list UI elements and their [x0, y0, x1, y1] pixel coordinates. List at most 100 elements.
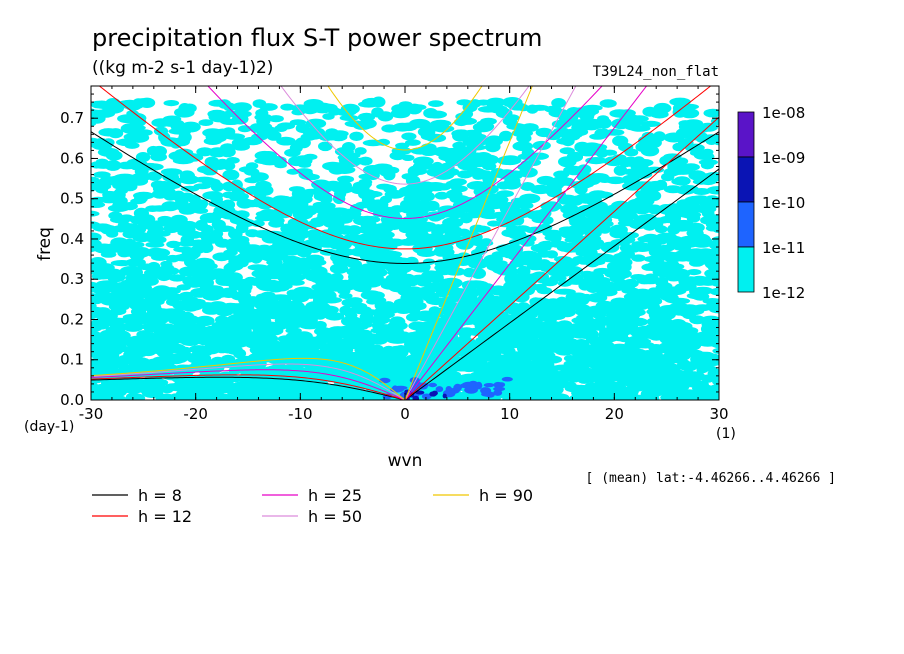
spectrum-cell: [136, 129, 153, 137]
spectrum-cell: [91, 232, 102, 242]
spectrum-cell: [194, 199, 209, 208]
spectrum-cell: [653, 102, 672, 114]
spectrum-cell: [711, 319, 719, 326]
spectrum-cell: [440, 277, 463, 289]
spectrum-cell: [520, 202, 534, 210]
spectrum-cell: [364, 190, 383, 198]
spectrum-cell: [161, 201, 180, 212]
spectrum-cell: [668, 268, 691, 279]
x-tick-label: -10: [288, 405, 313, 423]
spectrum-cell: [305, 118, 327, 129]
spectrum-cell: [536, 287, 553, 295]
spectrum-cell: [548, 393, 570, 400]
spectrum-cell: [160, 168, 183, 176]
spectrum-cell: [640, 120, 661, 127]
y-tick-label: 0.0: [60, 391, 84, 409]
spectrum-cell: [704, 195, 719, 205]
spectrum-cell: [204, 156, 220, 167]
y-tick-label: 0.3: [60, 270, 84, 288]
spectrum-cell: [655, 179, 668, 191]
spectrum-cell: [245, 162, 259, 170]
spectrum-cell: [288, 186, 305, 193]
chart-title: precipitation flux S-T power spectrum: [92, 24, 542, 52]
legend-label: h = 8: [138, 486, 182, 505]
spectrum-cell: [222, 169, 240, 181]
spectrum-cell: [149, 248, 171, 258]
spectrum-cell: [335, 180, 353, 191]
inertio-gravity-curve: [327, 86, 483, 151]
run-label: T39L24_non_flat: [593, 64, 719, 80]
y-tick-label: 0.2: [60, 310, 84, 328]
colorbar: 1e-08 1e-09 1e-10 1e-11 1e-12: [737, 104, 805, 302]
spectrum-cell: [307, 229, 322, 237]
spectrum-cell: [428, 100, 444, 107]
spectrum-cell: [434, 191, 449, 200]
spectrum-cell: [151, 145, 167, 157]
colorbar-label: 1e-10: [762, 194, 805, 212]
spectrum-cell: [358, 156, 373, 166]
spectrum-cell: [122, 202, 138, 211]
spectrum-cell: [558, 306, 576, 318]
spectrum-cell: [122, 321, 144, 332]
kelvin-wave-curve: [404, 168, 719, 400]
spectrum-cell: [682, 163, 700, 171]
spectrum-cell: [415, 390, 425, 395]
spectrum-cell: [100, 292, 118, 300]
spectrum-cell: [394, 345, 408, 354]
spectrum-cell: [528, 152, 549, 160]
spectrum-cell: [108, 128, 124, 139]
spectrum-cell: [318, 288, 333, 296]
spectrum-cell: [485, 135, 503, 147]
spectrum-cell: [655, 225, 668, 234]
kelvin-wave-curve: [404, 86, 648, 400]
spectrum-cell: [250, 172, 269, 182]
spectrum-cell: [582, 104, 603, 112]
spectrum-cell: [341, 142, 356, 152]
spectrum-cell: [133, 357, 150, 365]
x-axis-label: wvn: [388, 451, 423, 471]
spectrum-cell: [273, 158, 288, 166]
spectrum-cell: [450, 267, 466, 276]
spectrum-cell: [551, 98, 566, 108]
kelvin-wave-curve: [404, 86, 533, 400]
spectrum-cell: [149, 378, 169, 387]
colorbar-swatch: [737, 246, 755, 293]
spectrum-cell: [210, 194, 223, 205]
spectrum-cell: [220, 143, 236, 153]
spectrum-cell: [479, 154, 499, 165]
spectrum-cell: [125, 393, 146, 400]
x-tick-label: 30: [709, 405, 728, 423]
colorbar-swatch: [737, 156, 755, 203]
spectrum-cell: [631, 170, 653, 179]
spectrum-cell: [692, 286, 714, 295]
spectrum-cell: [471, 225, 491, 233]
spectrum-cell: [412, 395, 420, 400]
spectrum-cell: [636, 159, 654, 167]
legend-label: h = 25: [308, 486, 362, 505]
spectrum-cell: [609, 224, 628, 235]
spectrum-cell: [698, 159, 719, 166]
spectrum-cell: [166, 240, 181, 249]
spectrum-cell: [425, 200, 440, 212]
spectrum-cell: [630, 115, 649, 123]
spectrum-cell: [481, 390, 490, 397]
spectrum-cell: [429, 391, 437, 397]
spectrum-cell: [179, 170, 195, 182]
inertio-gravity-curve: [280, 86, 530, 185]
y-tick-label: 0.6: [60, 149, 84, 167]
spectrum-cell: [707, 253, 719, 262]
spectrum-cell: [703, 172, 719, 182]
spectrum-cell: [624, 148, 639, 157]
spectrum-cell: [527, 254, 542, 263]
spectrum-cell: [182, 103, 197, 113]
x-tick-label: 10: [500, 405, 519, 423]
spectrum-cell: [280, 103, 295, 111]
spectrum-cell: [631, 254, 646, 262]
spectrum-cell: [647, 190, 662, 201]
spectrum-cell: [602, 149, 618, 156]
spectrum-cell: [135, 152, 151, 163]
spectrum-cell: [152, 236, 167, 244]
spectrum-cell: [630, 317, 648, 327]
spectrum-cell: [357, 112, 376, 122]
spectrum-cell: [358, 178, 373, 186]
